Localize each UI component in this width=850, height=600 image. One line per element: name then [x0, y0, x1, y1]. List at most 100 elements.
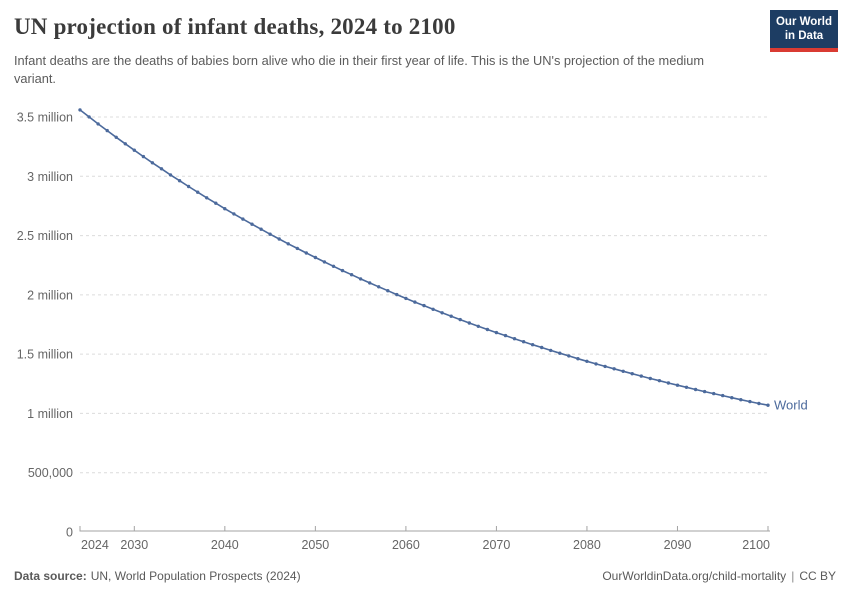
data-point [159, 167, 164, 171]
data-point [757, 401, 761, 406]
data-source: Data source: UN, World Population Prospec… [14, 569, 301, 583]
data-point [196, 190, 200, 194]
data-point [87, 115, 91, 119]
data-point [123, 142, 128, 146]
data-point [358, 277, 363, 281]
data-point [422, 303, 426, 308]
data-point [241, 217, 245, 221]
data-point [78, 108, 82, 112]
x-tick-label: 2060 [392, 538, 420, 552]
data-point [730, 396, 734, 400]
data-point [313, 255, 318, 260]
y-tick-label: 0 [66, 526, 73, 540]
data-point [295, 246, 299, 251]
data-point [440, 311, 444, 315]
x-tick-label: 2050 [301, 538, 329, 552]
x-tick-label: 2100 [742, 538, 770, 552]
data-point [186, 184, 191, 189]
owid-logo-line2: in Data [784, 30, 824, 43]
y-tick-label: 2.5 million [17, 229, 73, 243]
chart-subtitle: Infant deaths are the deaths of babies b… [14, 53, 705, 86]
data-point [512, 337, 517, 341]
y-tick-label: 1 million [27, 407, 73, 421]
data-point [404, 296, 408, 301]
data-point [458, 317, 462, 322]
data-point [168, 173, 173, 177]
data-point [567, 354, 571, 358]
owid-logo-line1: Our World [775, 16, 832, 28]
data-point [612, 367, 616, 371]
data-point [721, 393, 725, 398]
x-tick-label: 2090 [664, 538, 692, 552]
data-point [132, 148, 136, 152]
data-point [684, 385, 689, 389]
data-point [331, 264, 336, 268]
data-point [205, 196, 209, 200]
data-point [594, 362, 598, 366]
data-point [585, 359, 589, 363]
y-tick-label: 500,000 [28, 466, 73, 480]
data-point [349, 273, 354, 277]
data-point [368, 281, 372, 285]
data-point [666, 381, 671, 385]
data-point [639, 374, 643, 378]
data-point [223, 207, 227, 211]
license-label: CC BY [799, 569, 836, 583]
page-title: UN projection of infant deaths, 2024 to … [14, 14, 456, 39]
data-point [386, 289, 390, 293]
data-point [494, 330, 499, 335]
world-series-line [79, 109, 769, 406]
data-point [549, 348, 553, 353]
data-point [476, 324, 480, 328]
data-point [503, 333, 508, 338]
footer-separator: | [791, 569, 795, 583]
series-label-world: World [774, 398, 808, 413]
data-point [96, 122, 100, 126]
data-point [621, 369, 625, 373]
data-point [268, 232, 272, 236]
data-point [277, 237, 281, 241]
data-point [648, 376, 652, 381]
data-point [395, 292, 399, 297]
data-point [150, 161, 155, 165]
data-point [630, 372, 634, 376]
data-point [322, 260, 327, 264]
y-tick-label: 3.5 million [17, 111, 73, 125]
data-point [105, 128, 109, 133]
x-tick-label: 2024 [81, 538, 109, 552]
x-tick-label: 2040 [211, 538, 239, 552]
data-point [693, 387, 698, 392]
data-point [177, 179, 182, 183]
footer-credits: OurWorldinData.org/child-mortality | CC BY [602, 569, 836, 583]
y-tick-label: 3 million [27, 170, 73, 184]
data-point [377, 285, 381, 289]
data-point [521, 340, 526, 344]
data-point [250, 222, 254, 226]
data-point [431, 307, 435, 311]
data-point [232, 212, 236, 216]
owid-logo[interactable]: Our World in Data [770, 10, 838, 52]
data-point [449, 314, 453, 318]
data-point [467, 321, 471, 325]
data-point [530, 343, 535, 347]
data-point [712, 391, 716, 396]
data-point [540, 345, 544, 350]
data-point [141, 154, 146, 159]
data-source-label: Data source: [14, 569, 87, 583]
x-tick-label: 2080 [573, 538, 601, 552]
data-point [766, 403, 770, 407]
data-point [576, 357, 580, 361]
x-tick-label: 2030 [120, 538, 148, 552]
data-point [748, 399, 752, 404]
data-point [739, 398, 743, 402]
x-tick-label: 2070 [483, 538, 511, 552]
data-point [304, 251, 308, 255]
y-tick-label: 2 million [27, 288, 73, 302]
data-point [413, 300, 417, 304]
data-point [603, 364, 607, 369]
data-point [259, 227, 263, 231]
owid-url-link[interactable]: OurWorldinData.org/child-mortality [602, 569, 787, 583]
data-point [675, 383, 680, 387]
